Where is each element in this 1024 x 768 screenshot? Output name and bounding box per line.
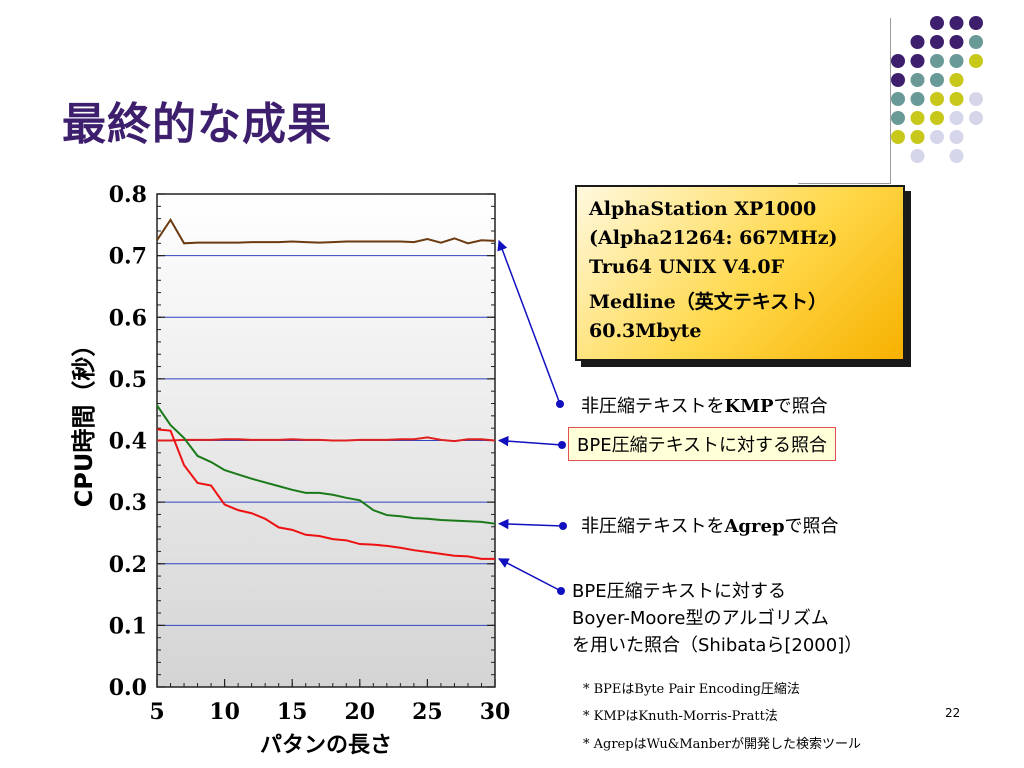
series-line-kmp-uncompressed xyxy=(156,217,496,245)
label-bpe-boyer-moore: BPE圧縮テキストに対する Boyer-Moore型のアルゴリズム を用いた照合… xyxy=(572,578,862,659)
info-line-machine: AlphaStation XP1000 xyxy=(589,198,817,220)
y-tick-label: 0.4 xyxy=(109,429,147,455)
decorative-dot xyxy=(969,35,983,49)
decorative-dot xyxy=(949,16,964,30)
y-tick-label: 0.7 xyxy=(109,244,147,270)
decorative-dot xyxy=(949,130,964,144)
footnote-agrep: * AgrepはWu&Manberが開発した検索ツール xyxy=(583,737,862,752)
decorative-dot xyxy=(949,111,964,125)
decorative-dot xyxy=(969,92,983,106)
label-agrep-post: で照合 xyxy=(784,516,839,537)
decorative-dot xyxy=(910,35,925,49)
decorative-dot xyxy=(910,92,925,106)
footnote-bpe: * BPEはByte Pair Encoding圧縮法 xyxy=(583,682,800,697)
y-tick-label: 0.5 xyxy=(109,367,147,393)
label-kmp-bold: KMP xyxy=(724,396,774,417)
decorative-dot xyxy=(891,73,905,87)
decorative-dot xyxy=(891,130,905,144)
label-bpe-compressed-match: BPE圧縮テキストに対する照合 xyxy=(568,427,837,461)
decorative-dot xyxy=(891,92,905,106)
info-line-os: Tru64 UNIX V4.0F xyxy=(589,256,785,278)
decorative-dot xyxy=(949,54,964,68)
info-line-cpu: (Alpha21264: 667MHz) xyxy=(589,227,838,249)
y-tick-label: 0.6 xyxy=(109,305,147,331)
decorative-dot xyxy=(891,111,905,125)
info-line-size: 60.3Mbyte xyxy=(589,320,702,342)
arrow-bpe-compressed xyxy=(497,435,563,447)
decorative-dot xyxy=(910,111,925,125)
decorative-dot xyxy=(949,149,964,163)
footnote-kmp: * KMPはKnuth-Morris-Pratt法 xyxy=(583,709,778,724)
arrow-kmp-uncompressed-bullet xyxy=(556,400,564,408)
decorative-dot xyxy=(949,73,964,87)
decorative-dot xyxy=(910,54,925,68)
series-line-bpe-boyer-moore xyxy=(156,428,495,560)
decorative-vertical-line xyxy=(890,18,891,184)
environment-info-box: AlphaStation XP1000 (Alpha21264: 667MHz)… xyxy=(575,185,905,361)
x-tick-label: 10 xyxy=(209,699,240,725)
arrow-kmp-uncompressed xyxy=(497,239,561,405)
label-agrep-uncompressed: 非圧縮テキストをAgrepで照合 xyxy=(581,512,839,538)
info-line-corpus: Medline（英文テキスト） xyxy=(589,291,828,313)
arrow-agrep-uncompressed-bullet xyxy=(559,522,567,530)
decorative-dot xyxy=(910,149,925,163)
decorative-dot xyxy=(930,16,944,30)
y-tick-label: 0.0 xyxy=(109,675,147,701)
decorative-dot xyxy=(930,92,944,106)
y-tick-label: 0.8 xyxy=(109,182,147,208)
x-tick-label: 5 xyxy=(149,699,164,725)
decorative-dot xyxy=(930,35,944,49)
y-tick-label: 0.3 xyxy=(109,490,147,516)
decorative-dot xyxy=(891,54,905,68)
decorative-dot xyxy=(969,111,983,125)
y-tick-label: 0.1 xyxy=(109,613,147,639)
arrow-bpe-boyer-moore xyxy=(498,558,562,592)
series-line-agrep-uncompressed xyxy=(156,404,496,525)
label-agrep-pre: 非圧縮テキストを xyxy=(581,516,725,537)
decorative-dot xyxy=(949,35,964,49)
label-bpe-bm-line-1: BPE圧縮テキストに対する xyxy=(572,581,787,602)
decorative-horizontal-line xyxy=(798,183,890,184)
slide-title: 最終的な成果 xyxy=(62,99,332,150)
decorative-dot-grid xyxy=(891,16,983,163)
arrow-bpe-boyer-moore-bullet xyxy=(557,587,565,595)
decorative-dot xyxy=(930,54,944,68)
arrow-bpe-compressed-bullet xyxy=(558,441,566,449)
label-kmp-pre: 非圧縮テキストを xyxy=(581,396,725,417)
decorative-dot xyxy=(969,16,983,30)
arrow-agrep-uncompressed xyxy=(497,518,564,530)
label-kmp-uncompressed: 非圧縮テキストをKMPで照合 xyxy=(581,392,828,418)
y-tick-label: 0.2 xyxy=(109,552,147,578)
decorative-dot xyxy=(930,73,944,87)
label-kmp-post: で照合 xyxy=(773,396,828,417)
decorative-dot xyxy=(910,73,925,87)
x-tick-label: 25 xyxy=(412,699,443,725)
decorative-dot xyxy=(969,54,983,68)
label-bpe-bm-line-3: を用いた照合（Shibataら[2000]） xyxy=(572,635,863,656)
series-line-bpe-compressed xyxy=(157,436,496,443)
x-tick-label: 30 xyxy=(480,699,511,725)
y-axis-title: CPU時間（秒） xyxy=(70,333,98,508)
x-axis-title: パタンの長さ xyxy=(260,733,392,758)
x-tick-label: 15 xyxy=(277,699,308,725)
decorative-dot xyxy=(910,130,925,144)
decorative-dot xyxy=(930,111,944,125)
x-tick-label: 20 xyxy=(344,699,375,725)
page-number: 22 xyxy=(945,706,961,720)
label-agrep-bold: Agrep xyxy=(724,516,785,537)
decorative-dot xyxy=(930,130,944,144)
label-bpe-bm-line-2: Boyer-Moore型のアルゴリズム xyxy=(572,608,829,629)
decorative-dot xyxy=(949,92,964,106)
